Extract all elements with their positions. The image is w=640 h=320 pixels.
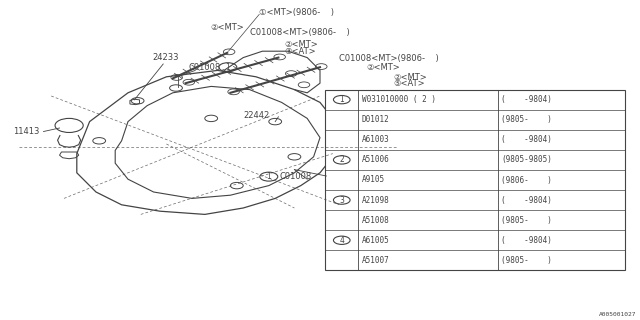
Text: C01008<MT>(9806-    ): C01008<MT>(9806- ) bbox=[250, 28, 349, 37]
Text: A51008: A51008 bbox=[362, 216, 389, 225]
Text: D01012: D01012 bbox=[362, 115, 389, 124]
Text: ①<MT>(9806-    ): ①<MT>(9806- ) bbox=[259, 8, 334, 17]
Text: 11413: 11413 bbox=[13, 127, 39, 136]
Text: 3: 3 bbox=[339, 196, 344, 204]
Text: A51007: A51007 bbox=[362, 256, 389, 265]
Text: (9805-9805): (9805-9805) bbox=[501, 156, 552, 164]
Text: 2: 2 bbox=[339, 156, 344, 164]
Text: ③<AT>: ③<AT> bbox=[285, 47, 316, 56]
Text: ②<MT>: ②<MT> bbox=[210, 23, 244, 32]
Text: (9805-    ): (9805- ) bbox=[501, 256, 552, 265]
Text: C01008<MT>(9806-    ): C01008<MT>(9806- ) bbox=[339, 54, 439, 63]
Text: A005001027: A005001027 bbox=[599, 312, 637, 317]
Text: (9806-    ): (9806- ) bbox=[501, 175, 552, 185]
Text: ②<MT>: ②<MT> bbox=[285, 40, 319, 49]
Text: (9805-    ): (9805- ) bbox=[501, 115, 552, 124]
FancyBboxPatch shape bbox=[325, 90, 625, 270]
Text: 1: 1 bbox=[225, 63, 230, 72]
Text: 1: 1 bbox=[339, 95, 344, 104]
Text: (    -9804): ( -9804) bbox=[501, 196, 552, 204]
Text: (    -9804): ( -9804) bbox=[501, 236, 552, 245]
Text: (9805-    ): (9805- ) bbox=[501, 216, 552, 225]
Text: 24233: 24233 bbox=[152, 53, 179, 62]
Text: A61003: A61003 bbox=[362, 135, 389, 144]
Text: ②<MT>: ②<MT> bbox=[367, 63, 401, 72]
Text: 1: 1 bbox=[266, 172, 271, 181]
Text: A61005: A61005 bbox=[362, 236, 389, 245]
Text: C01008: C01008 bbox=[280, 172, 312, 181]
Text: (    -9804): ( -9804) bbox=[501, 95, 552, 104]
Text: A21098: A21098 bbox=[362, 196, 389, 204]
Text: 4: 4 bbox=[339, 236, 344, 245]
Text: A9105: A9105 bbox=[362, 175, 385, 185]
Text: 22442: 22442 bbox=[243, 111, 269, 120]
Text: ⑤<AT>: ⑤<AT> bbox=[394, 79, 425, 88]
Text: (    -9804): ( -9804) bbox=[501, 135, 552, 144]
Text: ②<MT>: ②<MT> bbox=[394, 73, 428, 82]
Text: W031010000 ( 2 ): W031010000 ( 2 ) bbox=[362, 95, 436, 104]
Text: A51006: A51006 bbox=[362, 156, 389, 164]
Text: C01008: C01008 bbox=[189, 63, 221, 72]
